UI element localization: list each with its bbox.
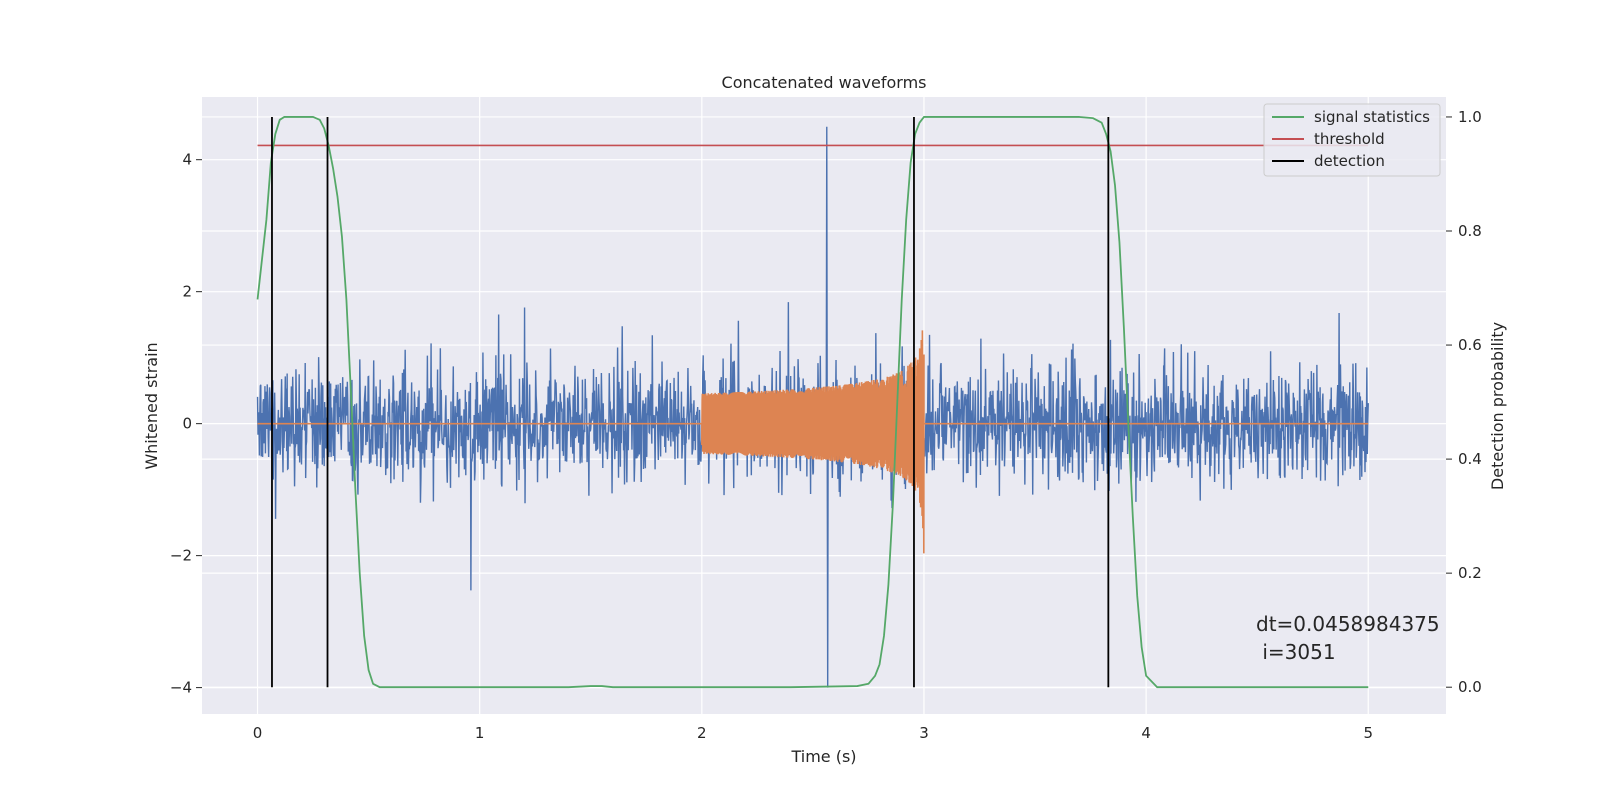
y2-tick-label: 0.6 [1458,336,1482,354]
legend-label-signal-statistics: signal statistics [1314,108,1430,126]
y-axis-label: Whitened strain [142,342,161,469]
legend-label-threshold: threshold [1314,130,1385,148]
series-chirp-line [257,330,1369,554]
chart-title: Concatenated waveforms [722,73,927,92]
y2-tick-label: 0.2 [1458,564,1482,582]
y2-tick-label: 0.8 [1458,222,1482,240]
x-tick-label: 0 [253,724,263,742]
x-tick-label: 3 [919,724,929,742]
x-axis-label: Time (s) [790,747,856,766]
y-tick-label: 4 [182,151,192,169]
legend-frame [1263,103,1441,177]
y2-tick-label: 0.0 [1458,678,1482,696]
y2-axis-label: Detection probability [1488,322,1507,490]
plot-area [256,116,1369,689]
series-signal-statistics-line [256,116,1369,689]
x-tick-label: 2 [697,724,707,742]
x-tick-label: 4 [1141,724,1151,742]
y2-tick-label: 0.4 [1458,450,1482,468]
annotation-index: i=3051 [1256,640,1336,664]
y-tick-label: 0 [182,415,192,433]
y2-tick-label: 1.0 [1458,108,1482,126]
axes: 0 1 2 3 4 5 −4 −2 0 2 4 0.0 0.2 0.4 0.6 0.8 1.0 [170,108,1482,742]
legend: signal statistics threshold detection [1263,103,1441,177]
x-tick-label: 1 [475,724,485,742]
legend-label-detection: detection [1314,152,1385,170]
y-tick-label: 2 [182,283,192,301]
x-tick-label: 5 [1363,724,1373,742]
y-tick-label: −2 [170,547,192,565]
series-noise-line [256,126,1369,688]
annotation-dt: dt=0.0458984375 [1256,612,1440,636]
y-tick-label: −4 [170,679,192,697]
